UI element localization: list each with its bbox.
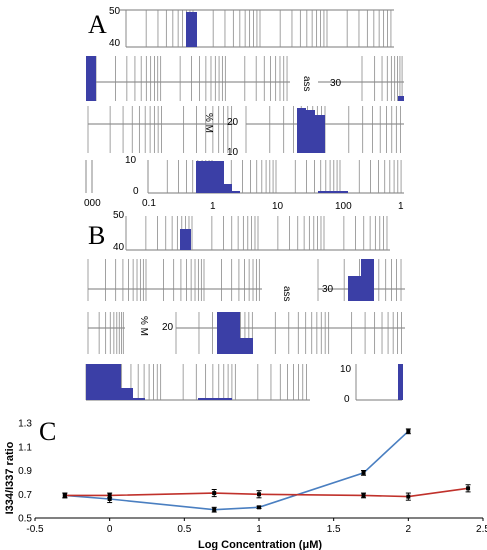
panel-b-ytick-40: 40 [113,242,125,253]
panel-a-bar-5 [306,110,315,153]
panel-a-bar-1 [186,12,197,47]
panel-c-series-1-point [361,470,366,475]
panel-c: C -0.5 0 0.5 1 1.5 2 2.5 0.5 0.7 0.9 1.1 1.3 Log Co… [4,417,487,550]
panel-b-bar-2 [348,276,361,301]
panel-c-xtick-label: -0.5 [26,524,44,535]
panel-a-bar-6 [315,115,325,153]
panel-a-strip-4 [85,160,404,194]
panel-b-ylabel-fragment-2: ass [281,286,292,302]
panel-a-ytick-30: 30 [330,78,342,89]
panel-b-bar-11 [133,398,145,400]
panel-b-bar-6 [240,338,253,354]
panel-b-bar-3 [361,259,374,301]
panel-b-bar-5 [228,312,240,354]
panel-c-ytick-label: 0.9 [18,466,32,477]
panel-c-series-1-point [212,507,217,512]
panel-c-xtick-label: 2.5 [476,524,487,535]
panel-c-ytick-label: 1.3 [18,419,32,430]
panel-b-bar-12 [198,398,232,400]
panel-c-xtick-label: 2 [406,524,412,535]
panel-c-series-2-point [406,494,411,499]
panel-b-ytick-20: 20 [162,322,174,333]
panel-a-bar-11 [232,191,240,193]
panel-a-ytick-10-b: 10 [125,155,137,166]
panel-c-xtick-label: 0.5 [177,524,191,535]
panel-a-xtick-1: 0.1 [142,198,156,209]
panel-a-bar-4 [297,108,306,153]
panel-c-series-2-point [466,486,471,491]
panel-b-bar-7 [86,364,97,400]
panel-c-series-2-point [212,491,217,496]
panel-a-ytick-50: 50 [109,6,121,17]
panel-c-series-1-line [64,430,409,511]
panel-c-ytick-label: 0.5 [18,514,32,525]
panel-a-ytick-40: 40 [109,38,121,49]
panel-c-label: C [39,417,56,446]
panel-b-ytick-50: 50 [113,210,125,221]
panel-b-label: B [88,221,105,250]
panel-a-xtick-0: 000 [84,198,101,209]
panel-a-ytick-10-a: 10 [227,147,239,158]
panel-c-series-2-point [361,493,366,498]
panel-c-series-2-point [107,493,112,498]
panel-c-series-2-point [62,493,67,498]
panel-c-series-1-point [107,497,112,501]
panel-a: A 50 40 30 ass % M 20 10 [84,6,404,212]
panel-a-bar-12 [318,191,348,193]
panel-b-ytick-0: 0 [344,394,350,405]
panel-a-xtick-4: 100 [335,201,352,212]
panel-a-label: A [88,10,107,39]
panel-b-bar-9 [109,364,121,400]
panel-c-ytick-label: 1.1 [18,442,32,453]
panel-a-bar-7 [196,161,205,193]
panel-c-ytick-label: 0.7 [18,490,32,501]
panel-b-bar-1 [180,229,191,250]
panel-a-bar-3 [398,96,404,101]
panel-a-strip-1 [120,9,394,48]
panel-b-bar-4 [217,312,228,354]
panel-b-strip-1 [125,216,390,251]
panel-a-xtick-3: 10 [272,201,284,212]
panel-a-ylabel-fragment-1: % M [203,113,214,133]
panel-c-series-2-point [257,492,261,497]
panel-a-xtick-2: 1 [210,201,216,212]
panel-c-xtick-label: 1 [256,524,262,535]
panel-b-ytick-10: 10 [340,364,352,375]
panel-b-bar-13 [398,364,403,400]
panel-b-strip-4 [85,364,402,401]
panel-a-strip-3 [87,106,404,153]
panel-c-xtick-label: 1.5 [327,524,341,535]
panel-c-series-1-point [257,505,261,510]
panel-b-ylabel-fragment-1: % M [138,316,149,336]
panel-b-bar-8 [97,364,109,400]
panel-b-bar-10 [121,388,133,400]
panel-a-strip-2 [86,56,404,101]
panel-a-bar-8 [205,161,215,193]
panel-a-xtick-5: 1 [398,201,404,212]
panel-a-ytick-0: 0 [133,186,139,197]
panel-a-bar-10 [224,184,232,193]
panel-c-ylabel: I334/I337 ratio [4,441,16,514]
panel-a-bar-9 [215,161,224,193]
panel-c-xlabel: Log Concentration (μM) [198,539,322,550]
panel-b-ytick-30: 30 [322,284,334,295]
panel-c-xtick-label: 0 [107,524,113,535]
panel-c-series-1-point [406,429,411,434]
panel-a-ytick-20: 20 [227,117,239,128]
panel-c-chart: -0.5 0 0.5 1 1.5 2 2.5 0.5 0.7 0.9 1.1 1.3 [18,419,487,536]
panel-a-ylabel-fragment-2: ass [301,76,312,92]
panel-a-bar-2 [86,56,96,101]
panel-b: B 50 40 ass 30 % M 20 [85,210,405,405]
